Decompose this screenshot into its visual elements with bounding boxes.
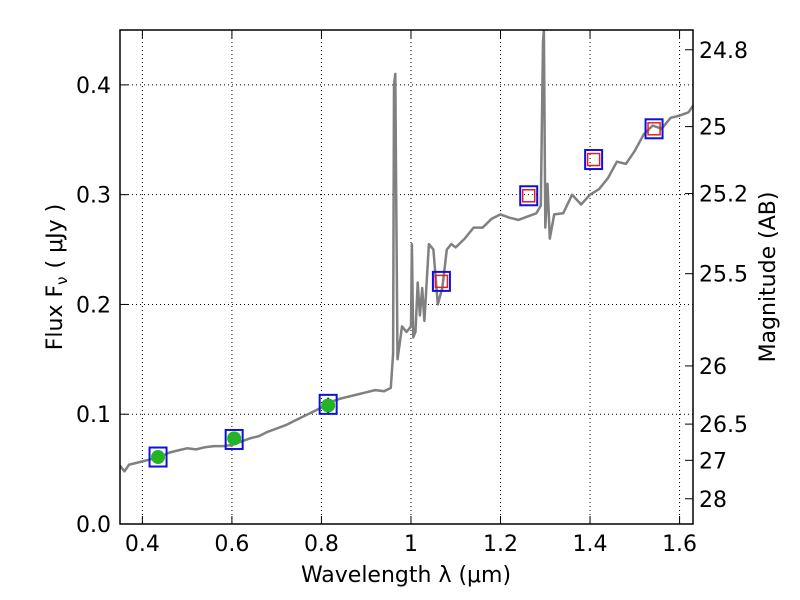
y2-tick-label: 25 <box>699 116 727 141</box>
x-tick-label: 1.6 <box>662 532 697 557</box>
y2-tick-label: 27 <box>699 449 727 474</box>
svg-text:Flux Fν( μJy ): Flux Fν ( μJy ) <box>43 204 71 350</box>
y2-tick-label: 25.5 <box>699 263 748 288</box>
x-tick-label: 1.4 <box>573 532 608 557</box>
x-tick-label: 1 <box>404 532 418 557</box>
model-point-blue <box>644 118 664 140</box>
model-point-red <box>647 122 661 136</box>
model-point-blue <box>519 185 539 207</box>
photometry-point <box>321 398 336 413</box>
y2-tick-label: 28 <box>699 488 727 513</box>
y-axis-label-subscript: ν <box>53 276 71 284</box>
y-axis-label-main: Flux F <box>43 285 68 350</box>
spectrum-line <box>120 30 693 473</box>
model-point-red <box>521 189 536 203</box>
model-point-blue <box>318 393 338 415</box>
plot-frame <box>119 29 694 525</box>
x-tick-label: 0.6 <box>214 532 249 557</box>
y-tick-label: 0.1 <box>76 403 111 428</box>
y-tick-label: 0.3 <box>76 184 111 209</box>
model-point-red <box>586 152 601 167</box>
spectrum-series <box>120 30 693 473</box>
plot-background <box>120 30 693 524</box>
x-tick-label: 0.8 <box>304 532 339 557</box>
axis-ticks: 0.4 0.6 0.8 1 1.2 1.4 1.6 0.0 0.1 0.2 0.3 0.4 24.8 25… <box>76 30 748 557</box>
photometry-point <box>227 431 242 446</box>
y2-tick-label: 26 <box>699 355 727 380</box>
photometry-markers <box>148 118 664 468</box>
x-tick-label: 0.4 <box>125 532 160 557</box>
y2-tick-label: 24.8 <box>699 39 748 64</box>
y-axis-label: Flux Fν ( μJy ) <box>43 204 71 350</box>
photometry-point <box>151 450 166 465</box>
y-tick-label: 0.4 <box>76 74 111 99</box>
model-point-blue <box>584 149 604 171</box>
y2-tick-label: 25.2 <box>699 183 748 208</box>
model-point-blue <box>148 446 168 468</box>
y-tick-label: 0.2 <box>76 293 111 318</box>
model-point-blue <box>224 428 244 450</box>
x-tick-label: 1.2 <box>483 532 518 557</box>
y2-tick-label: 26.5 <box>699 413 748 438</box>
x-axis-label: Wavelength λ (μm) <box>301 563 511 588</box>
model-point-blue <box>431 270 451 292</box>
y-tick-label: 0.0 <box>76 513 111 538</box>
y2-axis-label: Magnitude (AB) <box>756 192 781 363</box>
model-point-red <box>434 274 449 289</box>
y-axis-label-units: ( μJy ) <box>43 204 68 269</box>
